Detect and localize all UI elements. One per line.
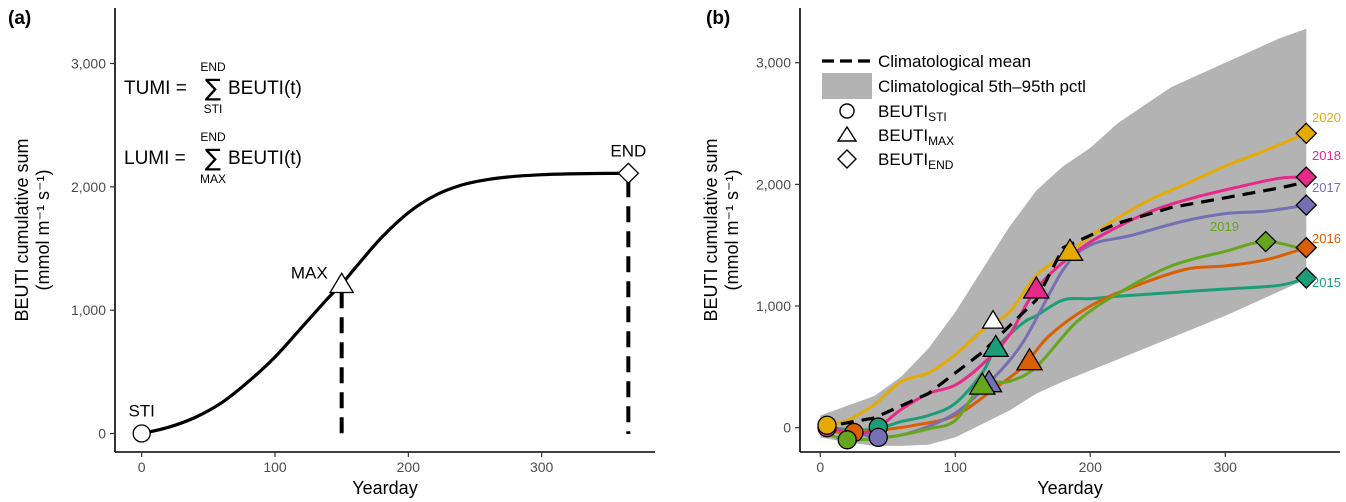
lumi-upper: END (200, 130, 226, 144)
b-x-tick-label: 0 (816, 459, 824, 475)
panel-b-y-ticks: 0 1,000 2,000 3,000 (756, 55, 800, 436)
legend-sti-sub: STI (928, 110, 947, 124)
tumi-body: BEUTI(t) (228, 78, 302, 99)
panel-a-x-ticks: 0 100 200 300 (138, 452, 554, 475)
panel-b-label: (b) (706, 8, 730, 29)
climatology-band (820, 28, 1307, 446)
max-marker-2018 (1022, 275, 1050, 299)
panel-a-y-axis-title: BEUTI cumulative sum (mmol m⁻¹ s⁻¹) (12, 138, 53, 321)
panel-a-x-axis-title: Yearday (352, 478, 417, 498)
end-marker-2016 (1295, 236, 1318, 259)
b-y-tick-label: 3,000 (756, 55, 791, 71)
legend-sti-base: BEUTI (878, 102, 928, 121)
b-x-tick-label: 100 (944, 459, 968, 475)
b-x-tick-label: 300 (1214, 459, 1238, 475)
tumi-lhs: TUMI = (124, 78, 187, 99)
a-x-tick-label: 0 (138, 459, 146, 475)
panel-b-plot-area: 2015 2016 2017 2018 2019 2020 (817, 28, 1341, 450)
a-x-tick-label: 300 (530, 459, 554, 475)
legend-end-label: BEUTIEND (878, 150, 954, 172)
tumi-lower: STI (204, 102, 223, 116)
series-line-2020 (826, 131, 1307, 427)
a-y-tick-label: 0 (98, 426, 106, 442)
lumi-lower: MAX (200, 172, 226, 186)
panel-b-x-axis-title: Yearday (1037, 478, 1102, 498)
year-label-2016: 2016 (1312, 231, 1341, 246)
panel-b-y-axis-title-main: BEUTI cumulative sum (701, 138, 721, 321)
panel-b-x-ticks: 0 100 200 300 (816, 452, 1237, 475)
panel-a-y-axis-title-units: (mmol m⁻¹ s⁻¹) (33, 170, 53, 291)
b-x-tick-label: 200 (1079, 459, 1103, 475)
end-marker-2017 (1295, 194, 1318, 216)
year-label-2017: 2017 (1312, 180, 1341, 195)
marker-label-max: MAX (291, 263, 328, 282)
year-label-2018: 2018 (1312, 148, 1341, 163)
cumulative-curve (141, 171, 629, 436)
end-marker-2020 (1295, 122, 1318, 145)
panel-b-y-axis-title-units: (mmol m⁻¹ s⁻¹) (722, 170, 742, 291)
legend-sti-circle-icon (839, 103, 855, 119)
b-y-tick-label: 0 (783, 420, 791, 436)
sti-marker-2017 (868, 427, 888, 448)
legend-end-sub: END (928, 158, 954, 172)
legend-end-base: BEUTI (878, 150, 928, 169)
tumi-upper: END (200, 60, 226, 74)
max-marker-2015 (982, 334, 1010, 358)
legend-max-sub: MAX (928, 134, 954, 148)
end-marker-2018 (1295, 166, 1318, 189)
legend-max-triangle-icon (836, 125, 858, 142)
max-marker-2020 (1056, 238, 1084, 261)
tumi-equation: TUMI = END ∑ STI BEUTI(t) (124, 60, 302, 116)
b-y-tick-label: 1,000 (756, 298, 791, 314)
legend-band-swatch (822, 73, 872, 99)
lumi-sum-sign: ∑ (205, 144, 221, 172)
year-label-2019: 2019 (1210, 219, 1239, 234)
a-y-tick-label: 1,000 (71, 302, 106, 318)
sti-marker-2020 (817, 415, 837, 435)
panel-a-y-axis-title-main: BEUTI cumulative sum (12, 138, 32, 321)
year-label-2015: 2015 (1312, 275, 1341, 290)
a-y-tick-label: 2,000 (71, 179, 106, 195)
legend-max-base: BEUTI (878, 126, 928, 145)
a-y-tick-label: 3,000 (71, 56, 106, 72)
max-marker (328, 272, 355, 294)
max-marker-2016 (1015, 347, 1044, 371)
sti-marker-2019 (837, 430, 857, 450)
legend-end-diamond-icon (837, 149, 857, 169)
b-y-tick-label: 2,000 (756, 176, 791, 192)
legend-band-label: Climatological 5th–95th pctl (878, 77, 1086, 96)
a-x-tick-label: 200 (397, 459, 421, 475)
lumi-lhs: LUMI = (124, 148, 186, 169)
end-marker-2019 (1254, 230, 1277, 253)
a-x-tick-label: 100 (263, 459, 287, 475)
legend-sti-label: BEUTISTI (878, 102, 947, 124)
end-marker-2015 (1295, 267, 1318, 289)
series-line-2015 (826, 276, 1307, 432)
panel-a-plot-area: STI MAX END (128, 141, 646, 443)
climatology-max-marker (981, 309, 1005, 329)
legend-max-label: BEUTIMAX (878, 126, 954, 148)
max-marker-2019 (968, 371, 996, 395)
panel-a-y-ticks: 0 1,000 2,000 3,000 (71, 56, 115, 442)
marker-label-end: END (610, 141, 646, 160)
climatological-mean-line (820, 180, 1307, 430)
year-label-2020: 2020 (1312, 110, 1341, 125)
panel-b-y-axis-title: BEUTI cumulative sum (mmol m⁻¹ s⁻¹) (701, 138, 742, 321)
legend-mean-label: Climatological mean (878, 52, 1031, 71)
tumi-sum-sign: ∑ (205, 74, 221, 102)
panel-b-legend: Climatological mean Climatological 5th–9… (822, 52, 1086, 172)
panel-a-label: (a) (8, 8, 31, 29)
lumi-body: BEUTI(t) (228, 148, 302, 169)
marker-label-sti: STI (128, 402, 154, 421)
sti-marker (132, 424, 151, 443)
lumi-equation: LUMI = END ∑ MAX BEUTI(t) (124, 130, 302, 186)
end-marker (617, 162, 640, 185)
